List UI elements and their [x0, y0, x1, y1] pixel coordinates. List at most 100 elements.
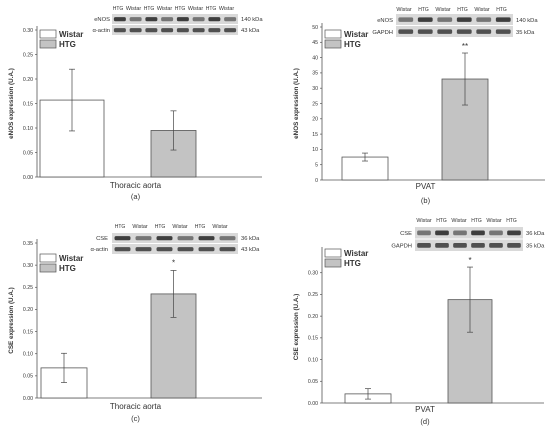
legend-label-htg: HTG [344, 40, 361, 49]
blot-strip [112, 244, 238, 254]
blot-size-label: 43 kDa [241, 28, 260, 34]
blot-band [435, 243, 449, 248]
y-axis-label: CSE expression (U.A.) [8, 287, 15, 353]
chart-panel: 0.00 0.05 0.10 0.15 0.20 0.25 0.30 CSE expressi… [293, 218, 545, 426]
blot-band [224, 28, 237, 33]
blot-lane-label: HTG [175, 6, 186, 12]
legend-label-wistar: Wistar [59, 30, 83, 39]
blot-band [417, 17, 433, 22]
blot-band [507, 230, 521, 236]
blot-band [198, 236, 215, 241]
blot-protein-label: GAPDH [391, 244, 412, 250]
chart-panel: 0 5 10 15 20 25 30 35 40 45 50 eNOS expression (U.A… [293, 7, 545, 205]
blot-lane-label: Wistar [188, 6, 203, 12]
legend-label-htg: HTG [344, 259, 361, 268]
legend-label-wistar: Wistar [344, 249, 368, 258]
legend-label-wistar: Wistar [59, 254, 83, 263]
x-axis-label: PVAT [416, 182, 436, 191]
blot-lane-label: HTG [436, 218, 447, 224]
blot-band [145, 28, 158, 33]
y-tick-label: 0.00 [308, 401, 318, 407]
blot-lane-label: HTG [155, 224, 166, 230]
blot-lane-label: HTG [195, 224, 206, 230]
blot-band [476, 17, 492, 22]
blot-band [495, 29, 511, 34]
blot-band [114, 236, 131, 241]
blot-band [453, 230, 467, 236]
y-tick-label: 0.25 [23, 52, 33, 58]
significance-marker: ** [462, 42, 468, 51]
blot-lane-label: HTG [471, 218, 482, 224]
blot-band [192, 28, 205, 33]
y-tick-label: 0.10 [23, 126, 33, 132]
y-tick-label: 50 [312, 25, 318, 31]
y-tick-label: 0.20 [23, 77, 33, 83]
blot-band [417, 230, 431, 236]
blot-band [489, 230, 503, 236]
y-tick-label: 20 [312, 117, 318, 123]
blot-lane-label: Wistar [451, 218, 466, 224]
blot-band [398, 17, 414, 22]
blot-lane-label: Wistar [212, 224, 227, 230]
y-tick-label: 0.25 [308, 292, 318, 298]
blot-band [224, 17, 237, 22]
blot-lane-label: Wistar [132, 224, 147, 230]
western-blot: Wistar HTG Wistar HTG Wistar HTG eNOS 140 kDa GA… [372, 7, 538, 37]
legend-swatch-htg [39, 263, 57, 273]
y-tick-label: 0.05 [308, 379, 318, 385]
y-tick-label: 0.15 [23, 101, 33, 107]
y-tick-label: 0.00 [23, 175, 33, 181]
y-tick-label: 0.00 [23, 396, 33, 402]
y-tick-label: 0.05 [23, 150, 33, 156]
blot-band [437, 17, 453, 22]
blot-band [489, 243, 503, 248]
blot-band [129, 17, 142, 22]
blot-lane-label: HTG [144, 6, 155, 12]
chart-panel: 0.00 0.05 0.10 0.15 0.20 0.25 0.30 eNOS express… [8, 6, 263, 201]
blot-lane-label: Wistar [219, 6, 234, 12]
y-tick-label: 0.15 [23, 329, 33, 335]
blot-lane-label: HTG [496, 7, 507, 13]
blot-lane-label: HTG [457, 7, 468, 13]
y-axis-label: eNOS expression (U.A.) [8, 68, 15, 139]
x-axis-label: PVAT [415, 405, 435, 414]
blot-protein-label: GAPDH [372, 30, 393, 36]
blot-lane-label: Wistar [416, 218, 431, 224]
blot-band [113, 28, 126, 33]
blot-band [177, 247, 194, 252]
significance-marker: * [172, 258, 175, 267]
blot-band [495, 17, 511, 22]
legend-label-wistar: Wistar [344, 30, 368, 39]
blot-band [156, 247, 173, 252]
blot-size-label: 140 kDa [241, 17, 263, 23]
blot-lane-label: Wistar [126, 6, 141, 12]
y-axis-label: eNOS expression (U.A.) [293, 68, 300, 139]
y-tick-label: 0.30 [23, 28, 33, 34]
y-tick-label: 0.35 [23, 241, 33, 247]
significance-marker: * [468, 256, 471, 265]
y-tick-label: 35 [312, 71, 318, 77]
blot-lane-label: Wistar [172, 224, 187, 230]
blot-band [476, 29, 492, 34]
blot-lane-label: Wistar [157, 6, 172, 12]
blot-band [507, 243, 521, 248]
x-axis-label: Thoracic aorta [110, 181, 162, 190]
y-tick-label: 0.05 [23, 374, 33, 380]
blot-protein-label: CSE [96, 236, 108, 242]
legend-label-htg: HTG [59, 264, 76, 273]
blot-band [456, 29, 472, 34]
y-tick-label: 0.25 [23, 285, 33, 291]
y-tick-label: 0.15 [308, 336, 318, 342]
blot-strip [415, 239, 523, 251]
blot-band [145, 17, 158, 22]
blot-lane-label: Wistar [396, 7, 411, 13]
blot-band [471, 230, 485, 236]
blot-size-label: 35 kDa [516, 30, 535, 36]
blot-strip [396, 26, 513, 37]
blot-band [435, 230, 449, 236]
